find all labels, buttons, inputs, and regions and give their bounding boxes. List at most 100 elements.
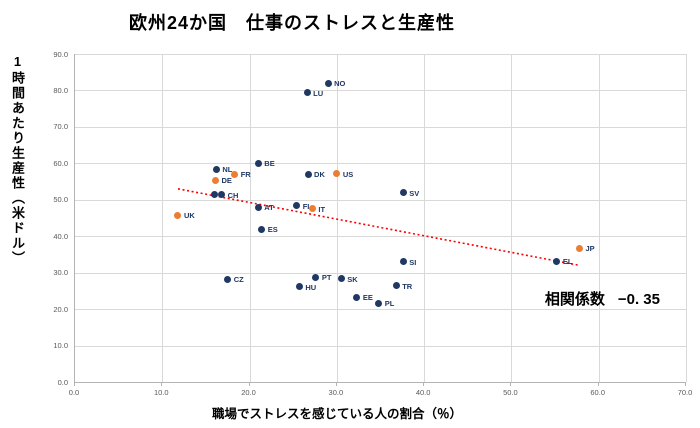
gridline-horizontal <box>75 272 686 274</box>
x-tick-label: 10.0 <box>153 388 169 397</box>
data-point-label: JP <box>585 244 595 254</box>
x-tick-label: 60.0 <box>590 388 605 397</box>
gridline-horizontal <box>75 236 686 238</box>
data-point-label: PL <box>384 299 395 309</box>
data-point-tr <box>392 282 400 290</box>
x-tick-label: 70.0 <box>677 388 693 397</box>
data-point-fi <box>293 202 301 210</box>
data-point-label: BE <box>264 159 275 169</box>
correlation-annotation: 相関係数 −0. 35 <box>495 288 660 309</box>
data-point-ee <box>353 293 361 301</box>
data-point-pl <box>375 299 383 307</box>
data-point-label: CH <box>227 190 239 200</box>
data-point-label: HU <box>305 282 317 292</box>
plot-area: NO LU BE NL FR US DK DE SV CH FI AT IT UK ES JP EL SI PT SK… <box>74 54 687 383</box>
y-axis-title: 1時間あたり生産性（米ドル） <box>10 54 25 266</box>
data-point-label: TR <box>402 281 413 291</box>
data-point-at <box>254 203 262 211</box>
data-point-label: PT <box>321 273 332 283</box>
gridline-horizontal <box>75 90 686 92</box>
data-point-dk <box>304 170 312 178</box>
data-point-label: DE <box>221 176 232 186</box>
y-tick-label: 30.0 <box>53 268 68 278</box>
data-point-label: ES <box>267 225 278 235</box>
data-point-cz <box>224 275 232 283</box>
data-point-uk <box>174 211 182 219</box>
data-point-pt <box>312 273 320 281</box>
gridline-horizontal <box>75 199 686 201</box>
y-tick-label: 50.0 <box>53 195 68 205</box>
data-point-jp <box>576 244 583 252</box>
y-tick-label: 60.0 <box>53 158 68 168</box>
data-point-us <box>333 170 341 178</box>
x-tick-mark <box>74 382 75 386</box>
data-point-label: NL <box>222 165 233 175</box>
data-point-label: FR <box>240 170 251 180</box>
data-point-label: US <box>342 169 354 179</box>
gridline-horizontal <box>75 309 686 311</box>
data-point-label: NO <box>334 79 346 89</box>
x-tick-mark <box>597 382 599 386</box>
data-point-label: DK <box>314 170 325 180</box>
data-point-label: IT <box>318 204 326 214</box>
gridline-vertical <box>511 54 513 382</box>
y-tick-label: 40.0 <box>53 231 68 241</box>
data-point-label: UK <box>183 211 195 221</box>
data-point-no <box>324 79 332 87</box>
gridline-vertical <box>162 54 164 382</box>
x-tick-mark <box>161 382 163 386</box>
gridline-horizontal <box>75 345 686 347</box>
data-point-fr <box>231 170 239 178</box>
data-point-label: FI <box>302 201 310 211</box>
data-point-ch <box>218 191 226 199</box>
data-point-label: AT <box>264 203 274 213</box>
x-tick-label: 50.0 <box>503 388 518 397</box>
chart-title: 欧州24か国 仕事のストレスと生産性 <box>128 13 456 33</box>
y-tick-label: 10.0 <box>53 341 68 351</box>
trendline <box>177 188 580 267</box>
correlation-label: 相関係数 <box>544 291 605 308</box>
x-tick-label: 30.0 <box>328 388 344 397</box>
data-point-label: LU <box>313 88 324 98</box>
data-point-sv <box>399 189 407 197</box>
x-tick-label: 0.0 <box>68 388 80 397</box>
data-point <box>211 190 219 198</box>
gridline-horizontal <box>75 126 686 128</box>
data-point-sk <box>337 275 345 283</box>
correlation-value: −0. 35 <box>617 291 660 308</box>
data-point-label: SK <box>347 274 358 284</box>
y-tick-label: 90.0 <box>53 49 68 59</box>
x-tick-mark <box>510 382 512 386</box>
data-point-label: EL <box>562 257 573 266</box>
x-tick-label: 20.0 <box>241 388 256 397</box>
x-tick-mark <box>423 382 425 386</box>
x-tick-mark <box>335 382 337 386</box>
data-point-si <box>399 258 407 266</box>
data-point-be <box>254 159 262 167</box>
data-point-it <box>308 205 316 213</box>
gridline-vertical <box>424 54 426 382</box>
x-tick-label: 40.0 <box>415 388 431 397</box>
data-point-el <box>553 257 561 265</box>
x-axis-title: 職場でストレスを感じている人の割合（％） <box>211 407 462 421</box>
gridline-horizontal <box>75 54 686 55</box>
gridline-horizontal <box>75 163 686 165</box>
gridline-vertical <box>249 54 251 382</box>
gridline-vertical <box>336 54 338 382</box>
gridline-vertical <box>598 54 600 382</box>
y-tick-label: 0.0 <box>57 377 68 387</box>
x-tick-mark <box>248 382 250 386</box>
data-point-hu <box>295 283 303 290</box>
data-point-label: SI <box>409 257 417 267</box>
y-tick-label: 20.0 <box>53 304 68 314</box>
gridline-vertical <box>686 54 687 382</box>
y-tick-label: 80.0 <box>53 85 68 95</box>
x-tick-mark <box>685 382 686 386</box>
y-tick-label: 70.0 <box>53 122 68 132</box>
data-point-de <box>212 176 220 184</box>
data-point-nl <box>212 165 220 173</box>
data-point-label: CZ <box>233 275 244 285</box>
data-point-label: SV <box>409 188 420 198</box>
data-point-es <box>258 225 266 233</box>
